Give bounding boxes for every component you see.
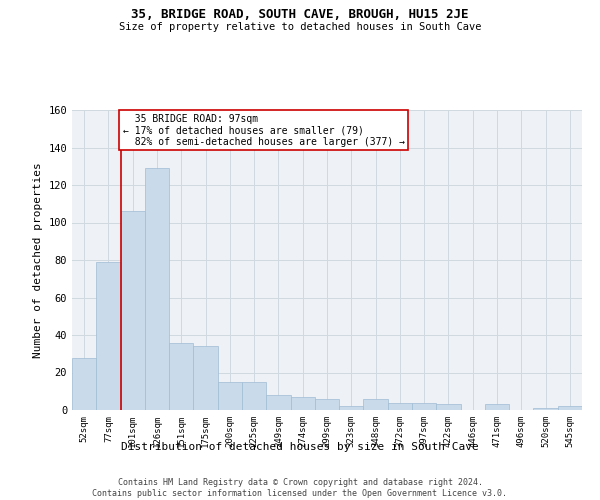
Bar [533,408,558,410]
Text: Size of property relative to detached houses in South Cave: Size of property relative to detached ho… [119,22,481,32]
Bar [145,168,169,410]
Bar [266,395,290,410]
Bar [290,397,315,410]
Text: 35 BRIDGE ROAD: 97sqm
← 17% of detached houses are smaller (79)
  82% of semi-de: 35 BRIDGE ROAD: 97sqm ← 17% of detached … [122,114,404,147]
Bar [242,382,266,410]
Bar [193,346,218,410]
Bar [558,406,582,410]
Bar [364,399,388,410]
Bar [412,402,436,410]
Bar [96,262,121,410]
Bar [169,342,193,410]
Y-axis label: Number of detached properties: Number of detached properties [33,162,43,358]
Bar [218,382,242,410]
Bar [436,404,461,410]
Text: 35, BRIDGE ROAD, SOUTH CAVE, BROUGH, HU15 2JE: 35, BRIDGE ROAD, SOUTH CAVE, BROUGH, HU1… [131,8,469,20]
Text: Distribution of detached houses by size in South Cave: Distribution of detached houses by size … [121,442,479,452]
Bar [72,358,96,410]
Bar [315,399,339,410]
Bar [485,404,509,410]
Bar [121,211,145,410]
Bar [388,402,412,410]
Bar [339,406,364,410]
Text: Contains HM Land Registry data © Crown copyright and database right 2024.
Contai: Contains HM Land Registry data © Crown c… [92,478,508,498]
